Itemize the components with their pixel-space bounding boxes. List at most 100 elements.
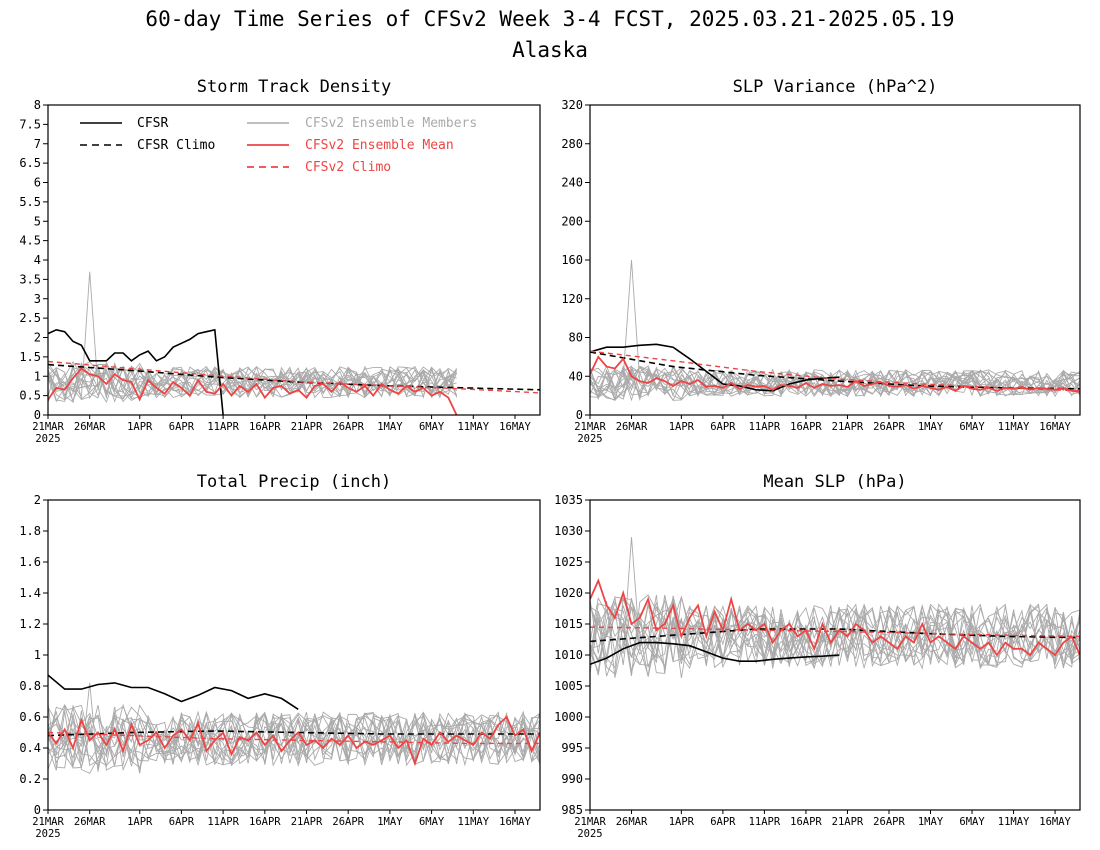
x-tick-label: 16APR [249, 816, 281, 828]
legend-ens-mean-label: CFSv2 Ensemble Mean [305, 138, 454, 153]
x-tick-label: 11APR [207, 421, 239, 433]
y-tick-label: 3 [34, 292, 41, 306]
x-tick-label: 16APR [249, 421, 281, 433]
x-tick-label: 1APR [127, 421, 153, 433]
x-tick-label: 16APR [790, 421, 822, 433]
ensemble-member-line [590, 365, 1080, 397]
series-cfsr-climo [590, 628, 1080, 643]
x-tick-label: 16MAY [1039, 421, 1071, 433]
legend: CFSR CFSR Climo CFSv2 Ensemble Members C… [80, 116, 477, 175]
y-tick-label: 1 [34, 648, 41, 662]
x-tick-label: 6APR [710, 421, 736, 433]
y-tick-label: 1 [34, 369, 41, 383]
x-tick-label: 21MAR [32, 421, 64, 433]
plot-frame [589, 104, 1081, 416]
x-tick-label: 11APR [207, 816, 239, 828]
panel-total-precip: Total Precip (inch) 0 0.2 0.4 0.6 0.8 1 1.2 1.4… [19, 472, 541, 840]
x-tick-label: 26APR [332, 816, 364, 828]
series-ens-mean [48, 367, 458, 415]
y-tick-label: 995 [561, 741, 583, 755]
panel-title: Storm Track Density [197, 77, 391, 97]
y-tick-label: 2 [34, 331, 41, 345]
ensemble-member-line [590, 366, 1080, 401]
series-ens-mean [590, 355, 1080, 393]
y-tick-label: 40 [569, 369, 583, 383]
x-year-label: 2025 [577, 433, 602, 445]
y-tick-label: 8 [34, 98, 41, 112]
x-tick-label: 1APR [669, 421, 695, 433]
ensemble-member-line [48, 712, 540, 767]
y-tick-label: 1.4 [19, 586, 41, 600]
y-tick-label: 1.5 [19, 350, 41, 364]
x-tick-label: 21APR [291, 421, 323, 433]
y-tick-label: 990 [561, 772, 583, 786]
y-tick-label: 1.6 [19, 555, 41, 569]
series-cfsv2-climo [48, 731, 540, 745]
y-tick-label: 280 [561, 137, 583, 151]
y-tick-label: 160 [561, 253, 583, 267]
x-year-label: 2025 [35, 433, 60, 445]
figure-title: 60-day Time Series of CFSv2 Week 3-4 FCS… [145, 7, 954, 31]
y-tick-label: 0 [34, 408, 41, 422]
series-cfsr-climo [48, 363, 540, 391]
y-tick-label: 2 [34, 493, 41, 507]
x-tick-label: 26MAR [74, 816, 106, 828]
x-year-label: 2025 [577, 828, 602, 840]
x-tick-label: 1MAY [918, 421, 944, 433]
y-tick-label: 6.5 [19, 156, 41, 170]
x-tick-label: 26MAR [74, 421, 106, 433]
y-tick-label: 7 [34, 137, 41, 151]
plot-area [48, 674, 540, 774]
series-cfsr-climo [590, 351, 1080, 390]
series-cfsv2-climo [590, 626, 1080, 638]
y-tick-label: 0.8 [19, 679, 41, 693]
y-tick-label: 6 [34, 176, 41, 190]
legend-cfsr-climo-label: CFSR Climo [137, 138, 215, 153]
x-tick-label: 6MAY [959, 421, 985, 433]
x-tick-label: 11MAY [998, 421, 1030, 433]
y-tick-label: 1005 [554, 679, 583, 693]
series-ens-mean [590, 578, 1080, 657]
y-tick-label: 1.8 [19, 524, 41, 538]
x-tick-label: 16MAY [499, 816, 531, 828]
x-tick-label: 6APR [169, 421, 195, 433]
panel-title: Mean SLP (hPa) [763, 472, 906, 492]
x-year-label: 2025 [35, 828, 60, 840]
x-tick-label: 6APR [169, 816, 195, 828]
y-tick-label: 5 [34, 214, 41, 228]
legend-members-label: CFSv2 Ensemble Members [305, 116, 477, 131]
plot-area [590, 537, 1080, 678]
y-tick-label: 1030 [554, 524, 583, 538]
y-tick-label: 1020 [554, 586, 583, 600]
panel-title: SLP Variance (hPa^2) [733, 77, 938, 97]
y-tick-label: 0 [576, 408, 583, 422]
x-tick-label: 21MAR [32, 816, 64, 828]
x-tick-label: 26APR [873, 421, 905, 433]
x-tick-label: 6MAY [959, 816, 985, 828]
y-tick-label: 0 [34, 803, 41, 817]
series-cfsr [590, 641, 840, 666]
y-tick-label: 4 [34, 253, 41, 267]
x-tick-label: 26APR [873, 816, 905, 828]
y-tick-label: 2.5 [19, 311, 41, 325]
x-tick-label: 21MAR [574, 421, 606, 433]
legend-cfsv2-climo-label: CFSv2 Climo [305, 160, 391, 175]
legend-cfsr-label: CFSR [137, 116, 168, 131]
y-tick-label: 7.5 [19, 117, 41, 131]
x-tick-label: 26MAR [616, 421, 648, 433]
x-tick-label: 16APR [790, 816, 822, 828]
panel-mean-slp: Mean SLP (hPa) 985 990 995 1000 1005 1010 1015… [554, 472, 1081, 840]
x-tick-label: 6MAY [419, 421, 445, 433]
x-tick-label: 11MAY [998, 816, 1030, 828]
y-tick-label: 1000 [554, 710, 583, 724]
y-tick-label: 240 [561, 176, 583, 190]
x-tick-label: 1APR [127, 816, 153, 828]
plot-area [590, 259, 1080, 402]
series-cfsr [590, 343, 840, 392]
y-tick-label: 80 [569, 331, 583, 345]
x-tick-label: 1APR [669, 816, 695, 828]
x-tick-label: 16MAY [1039, 816, 1071, 828]
y-tick-label: 1025 [554, 555, 583, 569]
y-tick-label: 200 [561, 214, 583, 228]
ensemble-member-line [48, 706, 540, 766]
